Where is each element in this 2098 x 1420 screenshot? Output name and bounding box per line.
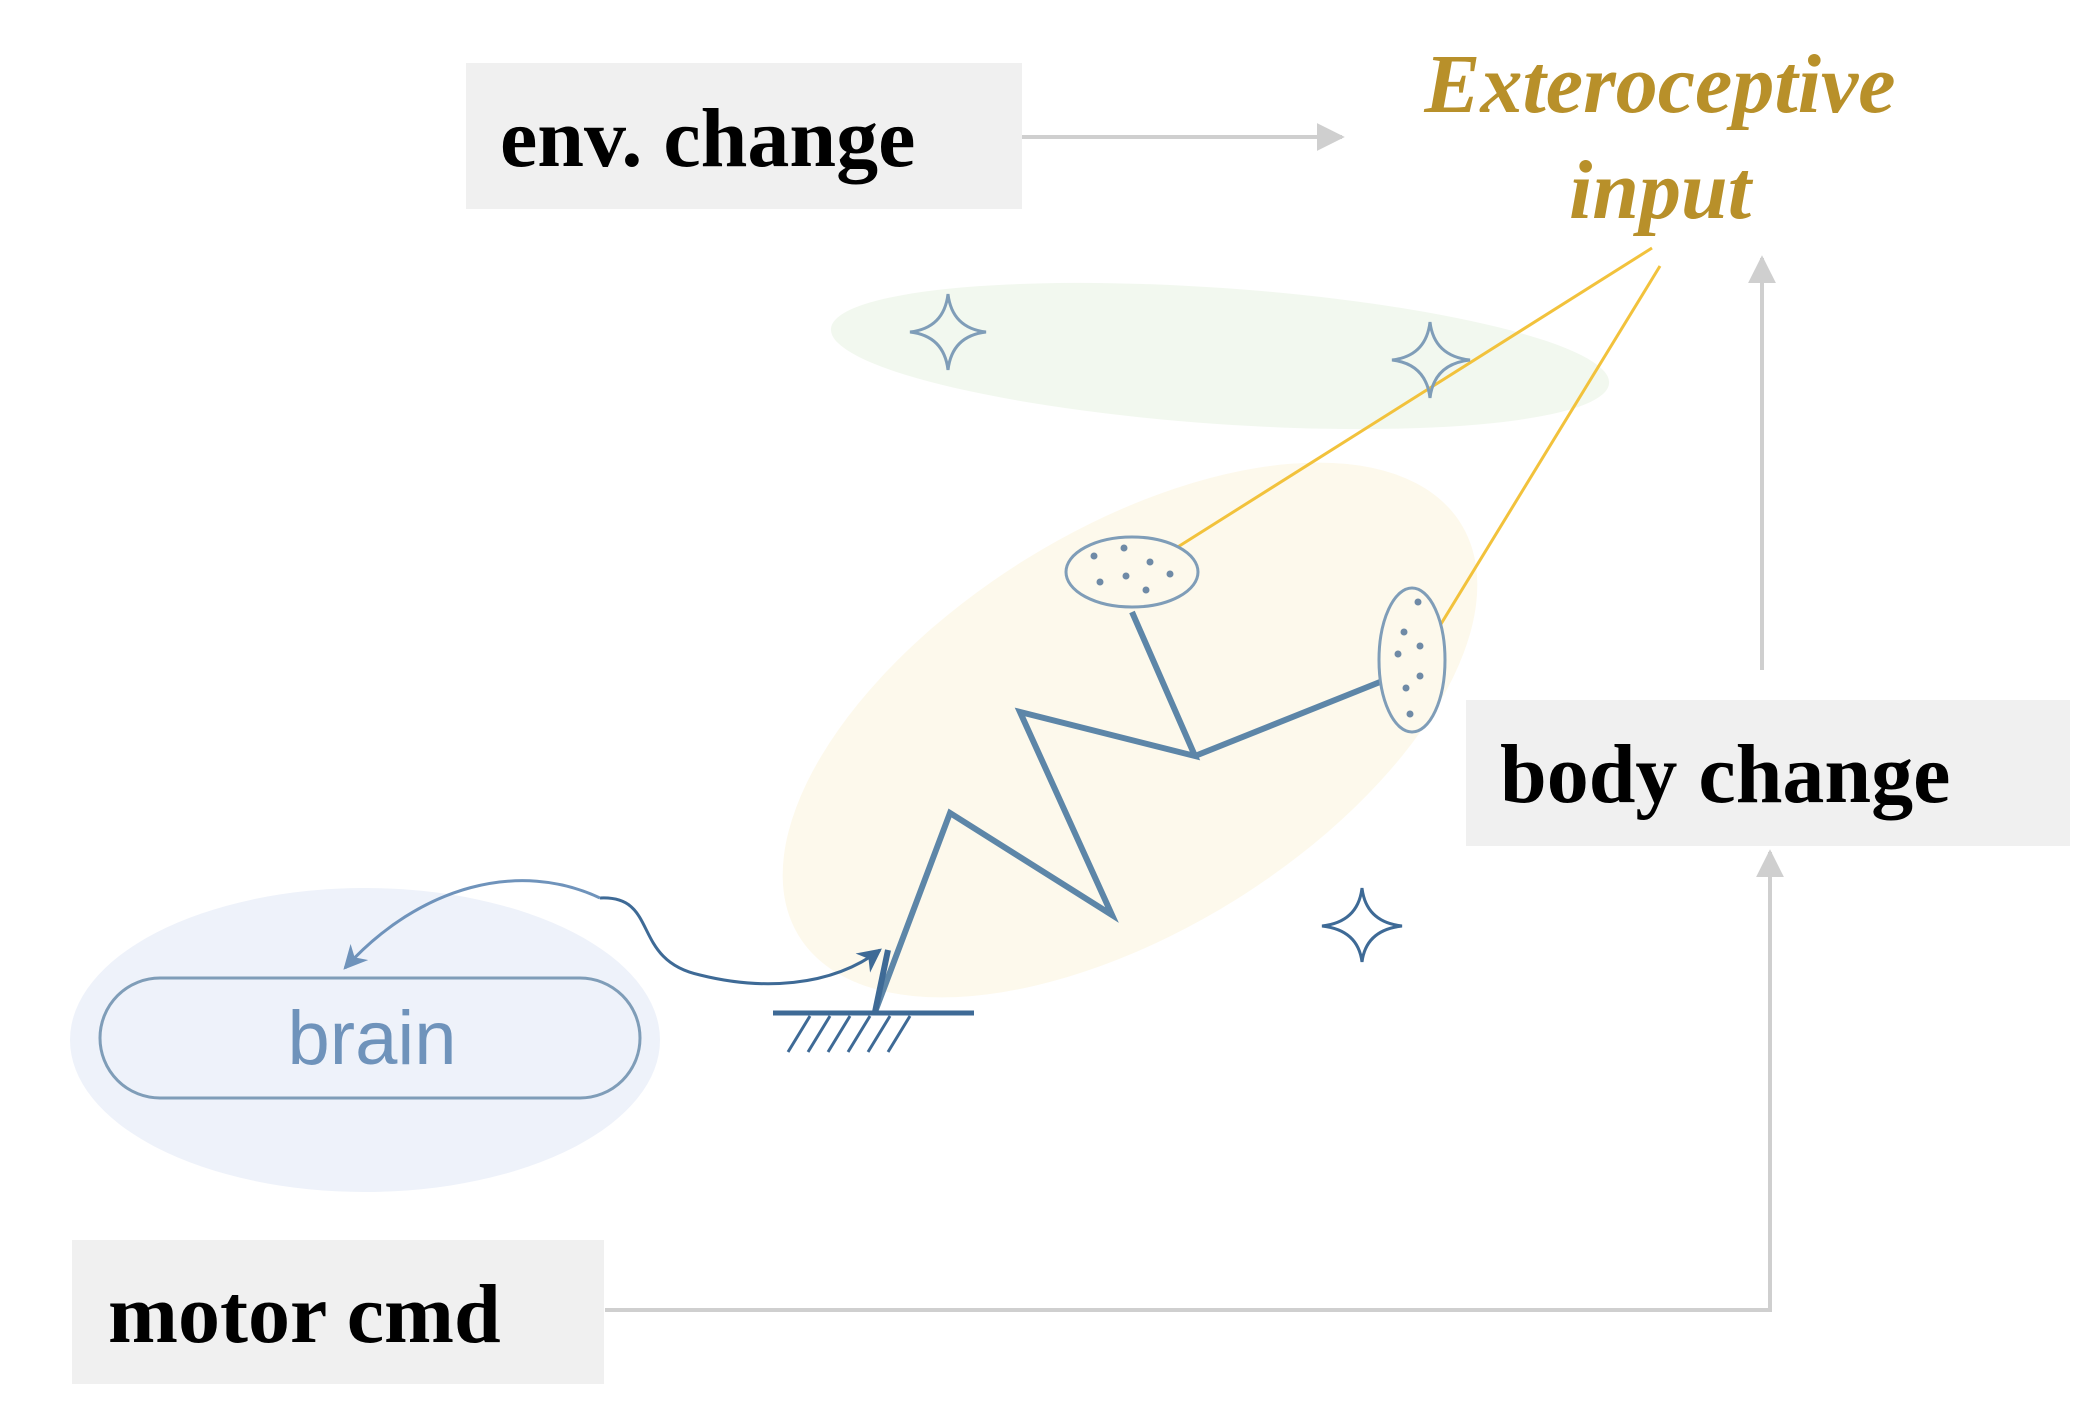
exteroceptive-title-line1: Exteroceptive (1423, 38, 1895, 131)
motor-cmd-label: motor cmd (108, 1268, 501, 1361)
motor-to-body-arrow (605, 849, 1784, 1312)
environment-region (830, 282, 1610, 430)
env-change-label: env. change (500, 92, 915, 185)
sensor-line-2 (1420, 265, 1662, 656)
env-change-box: env. change (466, 63, 1022, 209)
robot-base-link (872, 949, 891, 1013)
sparkle-icon (1391, 321, 1471, 399)
brain-node: brain (98, 976, 642, 1100)
motor-cmd-box: motor cmd (72, 1240, 604, 1384)
exteroceptive-title-line2: input (1569, 144, 1754, 237)
sensor-patch-2 (1377, 586, 1447, 734)
sensor-dots-2 (1394, 598, 1424, 718)
robot-arm (773, 535, 1447, 1053)
sparkle-icon (1321, 887, 1403, 963)
robot-arm-link-wrist (1193, 679, 1382, 759)
ground-hatch-icon (786, 1015, 912, 1053)
robot-arm-links (872, 610, 1201, 1014)
sensor-dots-1 (1090, 544, 1174, 594)
body-to-brain-arrow (343, 879, 601, 970)
body-change-box: body change (1466, 700, 2070, 846)
body-region (782, 462, 1478, 998)
sensor-patch-1 (1064, 535, 1200, 609)
sensor-line-1 (1145, 246, 1653, 569)
brain-to-body-arrow (599, 896, 882, 986)
body-change-label: body change (1500, 728, 1950, 821)
brain-label: brain (288, 996, 457, 1081)
sparkle-icon (909, 293, 987, 371)
